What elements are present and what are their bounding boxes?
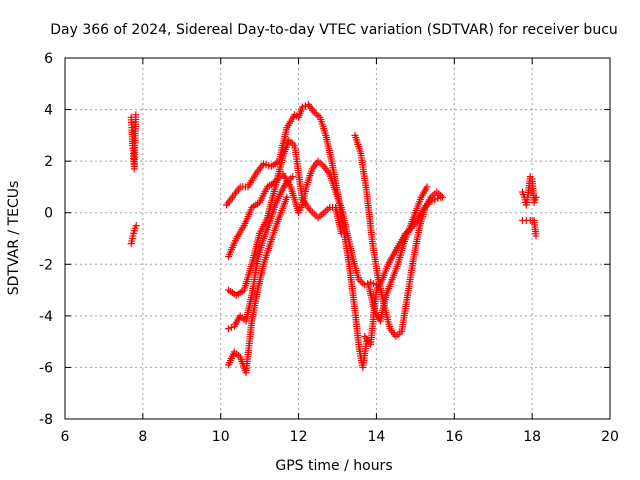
series-arc-j xyxy=(365,183,431,325)
x-tick-label: 20 xyxy=(601,429,619,445)
axis-ticks xyxy=(64,57,611,420)
series-arc-c xyxy=(223,100,371,371)
y-tick-label: -8 xyxy=(39,412,53,428)
data-point xyxy=(132,222,140,230)
y-tick-label: 6 xyxy=(44,51,53,67)
x-tick-label: 6 xyxy=(61,429,70,445)
data-point xyxy=(132,111,140,119)
data-series xyxy=(127,100,540,377)
x-tick-label: 16 xyxy=(445,429,463,445)
data-point xyxy=(283,193,291,201)
plot-frame xyxy=(64,57,611,420)
data-point xyxy=(423,183,431,191)
series-arc-a xyxy=(127,111,140,173)
series-arc-l xyxy=(518,216,540,240)
series-arc-g xyxy=(225,193,291,377)
series-arc-d xyxy=(225,157,380,289)
series-arc-b xyxy=(127,222,140,248)
series-arc-k xyxy=(518,173,540,209)
data-point xyxy=(532,193,540,201)
series-arc-h xyxy=(351,131,447,340)
x-tick-label: 12 xyxy=(290,429,308,445)
x-tick-label: 8 xyxy=(138,429,147,445)
series-arc-e xyxy=(225,137,345,299)
x-tick-label: 18 xyxy=(523,429,541,445)
y-tick-labels: -8 -6 -4 -2 0 2 4 6 xyxy=(39,51,53,428)
data-point xyxy=(437,193,445,201)
y-tick-label: -6 xyxy=(39,360,53,376)
y-tick-label: -2 xyxy=(39,257,53,273)
data-point xyxy=(337,229,345,237)
y-tick-label: 2 xyxy=(44,154,53,170)
data-point xyxy=(532,232,540,240)
x-tick-label: 10 xyxy=(212,429,230,445)
y-tick-label: 0 xyxy=(44,206,53,222)
chart-title: Day 366 of 2024, Sidereal Day-to-day VTE… xyxy=(50,22,618,38)
data-point xyxy=(289,173,297,181)
y-axis-label: SDTVAR / TECUs xyxy=(6,181,22,296)
y-tick-label: -4 xyxy=(39,309,53,325)
y-tick-label: 4 xyxy=(44,103,53,119)
series-arc-f xyxy=(225,173,297,333)
x-tick-label: 14 xyxy=(368,429,386,445)
grid xyxy=(65,58,610,419)
x-axis-label: GPS time / hours xyxy=(275,458,392,474)
x-tick-labels: 6 8 10 12 14 16 18 20 xyxy=(61,429,619,445)
